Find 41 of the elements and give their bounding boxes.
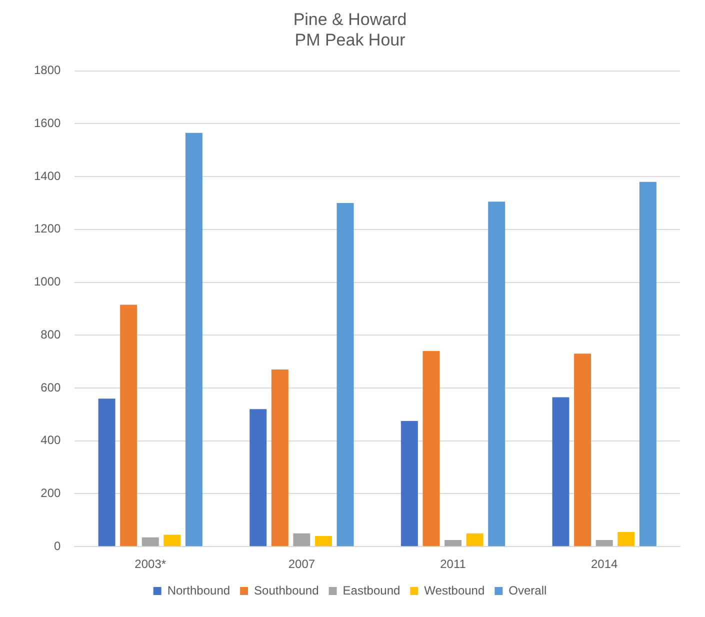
y-tick-label: 600 [40, 380, 62, 394]
text: Pine & Howard [293, 10, 407, 29]
y-tick-label: 400 [40, 433, 62, 448]
y-tick-label: 1000 [34, 274, 62, 289]
bar [488, 202, 506, 546]
bar [596, 540, 613, 546]
bar [185, 132, 202, 546]
y-tick-label: 800 [40, 327, 62, 342]
bar [618, 532, 635, 546]
bar [293, 533, 310, 546]
bar [400, 421, 418, 546]
x-tick-label: 2011 [440, 557, 466, 572]
bar [422, 350, 440, 546]
bar [120, 304, 138, 546]
bar [142, 537, 159, 546]
y-tick-label: 1600 [34, 116, 62, 130]
bar [164, 534, 181, 546]
legend-label: Westbound [424, 583, 485, 598]
x-tick-label: 2007 [288, 557, 316, 572]
bar [250, 409, 267, 546]
bar [552, 397, 570, 546]
legend-label: Southbound [254, 583, 319, 598]
bar [466, 533, 484, 546]
y-tick-label: 0 [54, 538, 62, 553]
y-tick-label: 1400 [34, 168, 62, 183]
x-tick-label: 2014 [590, 557, 618, 572]
legend-label: Eastbound [342, 583, 400, 598]
bar [314, 536, 332, 546]
legend-label: Northbound [167, 583, 230, 598]
bar [639, 182, 656, 546]
legend-label: Overall [508, 583, 547, 598]
y-tick-label: 200 [40, 486, 62, 500]
bar [574, 354, 592, 546]
bar [98, 398, 116, 546]
x-tick-label: 2003* [134, 557, 166, 572]
bar [444, 540, 462, 546]
y-tick-label: 1800 [34, 63, 62, 78]
bar [336, 202, 354, 546]
bar [271, 369, 288, 546]
text: PM Peak Hour [294, 30, 406, 50]
y-tick-label: 1200 [34, 222, 62, 236]
